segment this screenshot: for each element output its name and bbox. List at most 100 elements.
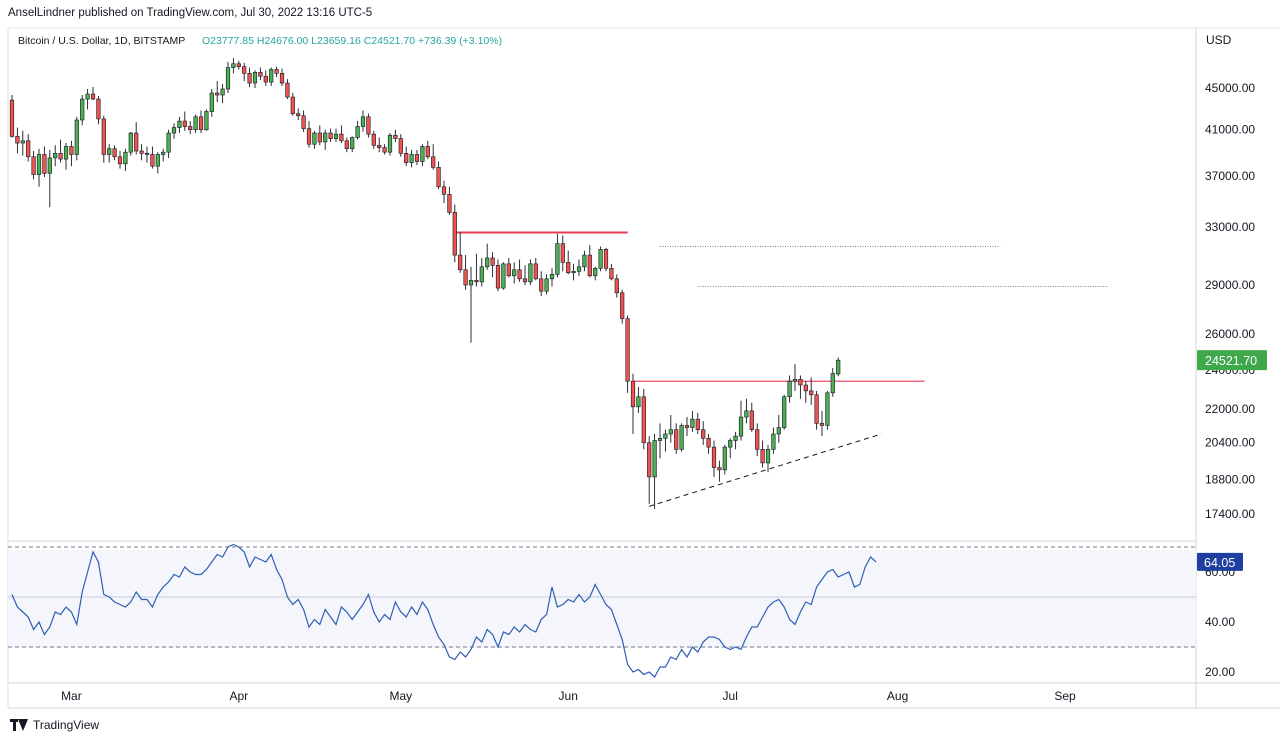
candle	[522, 265, 528, 285]
candle-body-down	[539, 278, 544, 292]
candle-body-down	[522, 278, 528, 283]
tradingview-logo[interactable]: TradingView	[10, 718, 99, 732]
candle	[603, 247, 609, 272]
candle	[431, 144, 436, 170]
candle	[647, 436, 652, 504]
candle	[663, 429, 668, 452]
price-tick-label: 33000.00	[1205, 220, 1255, 234]
price-tick-label: 18800.00	[1205, 472, 1255, 486]
candle	[215, 81, 220, 103]
candle-body-down	[26, 140, 31, 158]
candle-body-up	[652, 440, 657, 478]
candle	[350, 136, 355, 153]
candle-body-down	[414, 154, 420, 162]
candle	[560, 235, 565, 272]
candle-body-up	[360, 116, 366, 127]
candle-body-up	[744, 410, 749, 418]
candle	[566, 250, 571, 275]
candle-body-up	[333, 133, 339, 139]
candle	[485, 243, 490, 270]
candle	[706, 433, 711, 454]
candle-body-down	[69, 146, 74, 155]
candle	[776, 414, 781, 443]
candle-body-down	[301, 115, 306, 129]
candle-body-up	[53, 153, 58, 159]
candle	[809, 377, 814, 405]
rsi-value-badge	[1197, 552, 1243, 571]
candle-body-down	[474, 280, 479, 283]
candle-body-down	[134, 132, 139, 152]
candle-body-down	[803, 384, 808, 392]
candle-body-up	[161, 151, 166, 155]
rsi-tick-label: 40.00	[1205, 615, 1235, 629]
candle-body-down	[398, 138, 403, 154]
candle	[166, 129, 171, 158]
candle	[42, 146, 47, 177]
candle	[53, 145, 58, 167]
candle	[674, 423, 679, 454]
candle	[393, 129, 398, 142]
candle	[344, 137, 349, 153]
candle	[333, 128, 339, 142]
candle-body-up	[636, 396, 641, 408]
candle	[641, 388, 646, 450]
candle	[598, 246, 603, 272]
price-tick-label: 37000.00	[1205, 169, 1255, 183]
candle	[787, 375, 792, 403]
candle-body-up	[593, 267, 598, 277]
candle	[803, 381, 808, 403]
candle	[679, 423, 684, 452]
candle	[479, 257, 484, 287]
candle-body-up	[409, 154, 414, 163]
candle-body-down	[701, 429, 706, 439]
candle	[836, 357, 841, 377]
candle	[339, 125, 344, 144]
candle	[690, 410, 695, 432]
candle-body-up	[576, 266, 582, 272]
candle	[458, 232, 463, 273]
candle-body-down	[236, 63, 241, 67]
candle-body-up	[47, 157, 52, 174]
candle	[717, 460, 722, 482]
candle	[733, 431, 738, 450]
candle	[150, 146, 155, 169]
tradingview-brand-text: TradingView	[33, 718, 100, 732]
candle	[188, 121, 193, 135]
candle-body-up	[679, 425, 684, 450]
candle	[544, 274, 549, 295]
candle	[269, 67, 274, 87]
candle-body-up	[323, 132, 328, 143]
candle-body-down	[620, 292, 625, 319]
candle-body-up	[193, 116, 198, 131]
candle-body-up	[355, 126, 360, 138]
candle-body-down	[274, 69, 279, 74]
legend-ohlc: O23777.85 H24676.00 L23659.16 C24521.70 …	[202, 35, 502, 47]
candle-body-down	[263, 75, 268, 83]
candle	[355, 121, 360, 140]
x-tick-label: May	[389, 689, 412, 703]
candle	[193, 114, 198, 134]
candle	[301, 110, 306, 132]
candle-body-down	[404, 153, 409, 163]
candle-body-down	[15, 136, 20, 144]
candle	[107, 144, 112, 163]
candle	[625, 315, 630, 393]
candle	[387, 133, 393, 156]
candle	[139, 144, 144, 161]
candle	[512, 262, 517, 284]
candle-body-down	[447, 194, 452, 213]
candle	[63, 143, 69, 170]
rsi-tick-label: 20.00	[1205, 665, 1235, 679]
candle-body-down	[717, 467, 722, 471]
candle-body-down	[630, 380, 636, 408]
candle	[447, 186, 452, 215]
candle-body-down	[749, 410, 754, 430]
candle-body-up	[171, 127, 177, 134]
candle-body-down	[328, 132, 333, 139]
candle	[587, 245, 592, 278]
candle-body-down	[819, 423, 825, 426]
candle-body-down	[247, 72, 252, 84]
candle-body-up	[771, 433, 776, 450]
candle-body-up	[792, 378, 798, 382]
